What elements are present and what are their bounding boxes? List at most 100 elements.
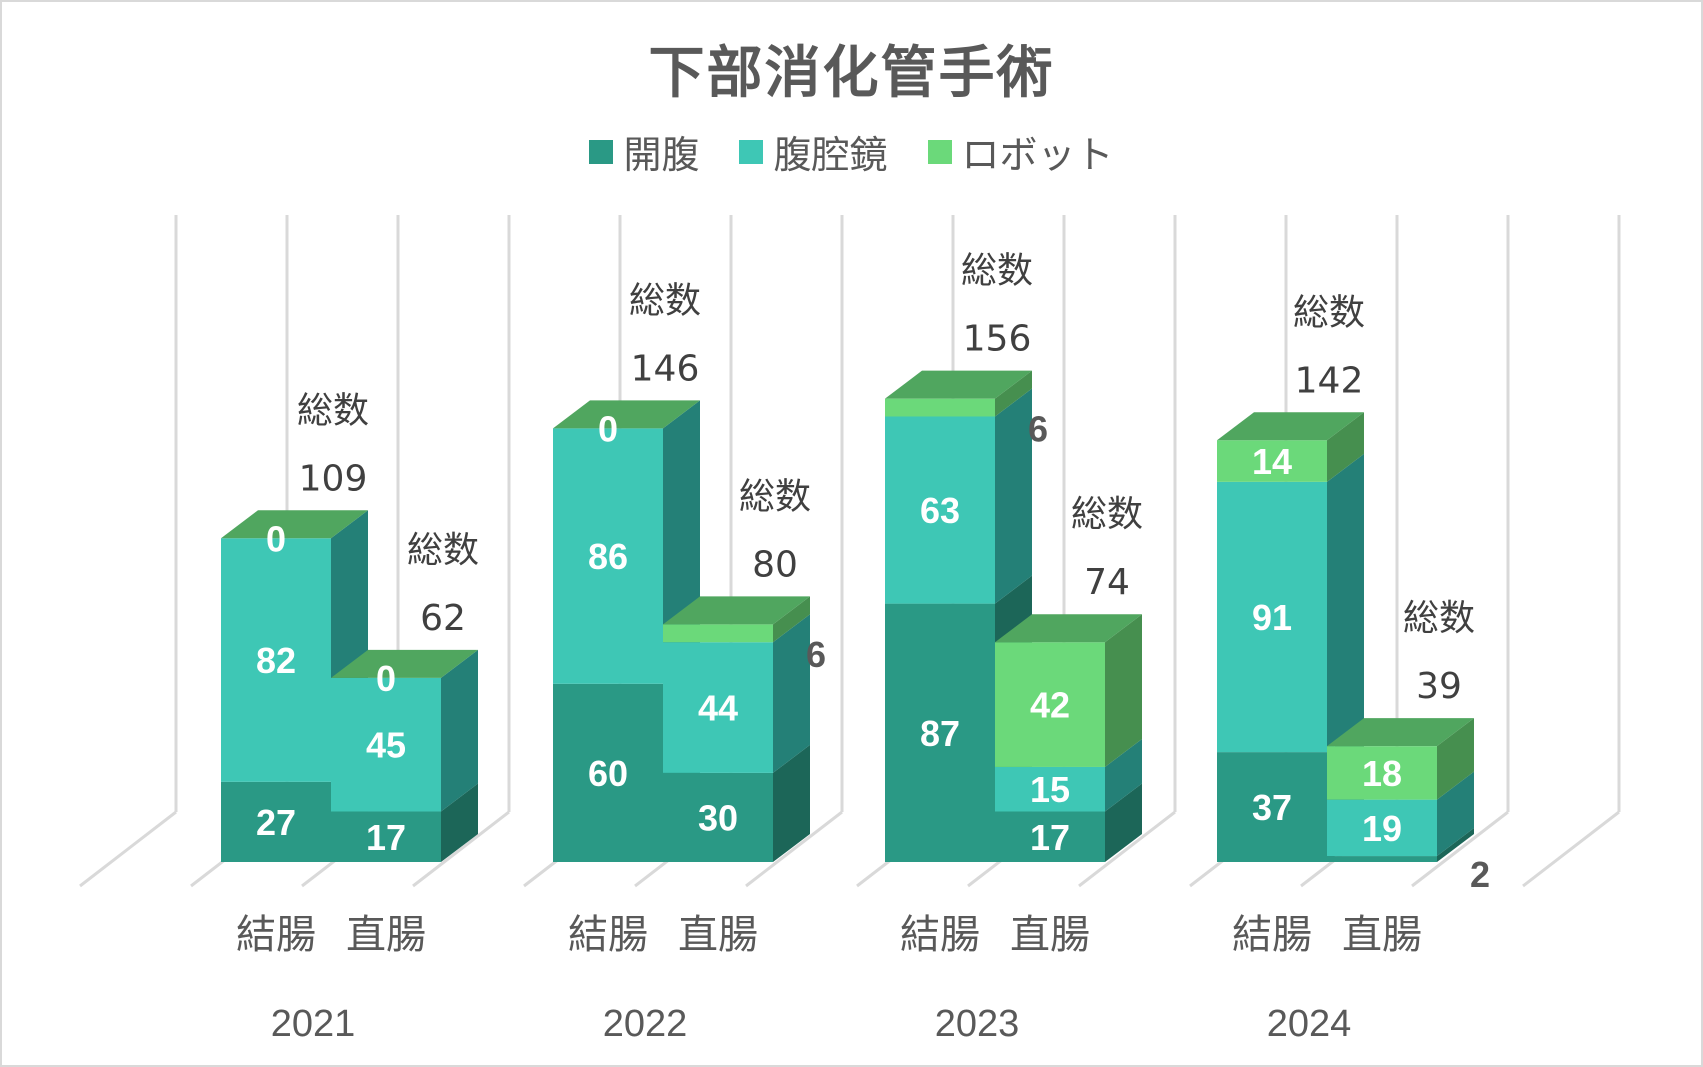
bar-2021-直腸: 17 45 0 総数 62 直腸 <box>331 530 479 958</box>
bar-segment-腹腔鏡 <box>885 416 995 604</box>
bar-segment-腹腔鏡 <box>553 428 663 684</box>
bar-top-face <box>995 614 1142 643</box>
bar-side-ロボット <box>773 596 810 643</box>
year-label: 2023 <box>935 1003 1020 1045</box>
legend-item-open[interactable]: 開腹 <box>589 124 699 179</box>
bar-segment-腹腔鏡 <box>663 642 773 773</box>
bar-top-face <box>1217 412 1364 441</box>
data-label-ロボット: 6 <box>1028 409 1048 450</box>
bar-side-開腹 <box>1437 828 1474 862</box>
data-label-ロボット: 14 <box>1252 441 1292 482</box>
bar-2023-結腸: 87 63 6 総数 156 結腸 <box>885 251 1048 958</box>
data-label-腹腔鏡: 15 <box>1030 769 1070 810</box>
bar-segment-開腹 <box>1217 752 1327 862</box>
category-label: 直腸 <box>1342 912 1422 958</box>
bar-segment-腹腔鏡 <box>1217 481 1327 753</box>
gridline-floor <box>79 810 177 888</box>
total-caption: 総数 <box>407 530 479 571</box>
category-label: 結腸 <box>900 912 980 958</box>
bar-segment-ロボット <box>1327 746 1437 800</box>
total-caption: 総数 <box>629 280 701 321</box>
year-group-2023: 87 63 6 総数 156 結腸 17 15 42 総数 74 直腸 2023 <box>885 251 1143 1045</box>
total-caption: 総数 <box>1071 494 1143 535</box>
bar-segment-ロボット <box>663 624 773 643</box>
total-caption: 総数 <box>961 251 1033 292</box>
year-group-2021: 27 82 0 総数 109 結腸 17 45 0 総数 62 直腸 2021 <box>221 390 479 1045</box>
bar-side-腹腔鏡 <box>1437 771 1474 857</box>
gridline-floor <box>1522 810 1620 888</box>
year-label: 2021 <box>271 1003 356 1045</box>
gridline-floor <box>1411 810 1509 888</box>
data-label-開腹: 87 <box>920 713 960 754</box>
bar-side-開腹 <box>441 783 478 862</box>
bar-side-腹腔鏡 <box>441 649 478 812</box>
bar-segment-腹腔鏡 <box>331 677 441 812</box>
bar-side-ロボット <box>1327 412 1364 482</box>
data-label-ロボット: 18 <box>1362 753 1402 794</box>
bar-segment-開腹 <box>331 811 441 862</box>
chart-title: 下部消化管手術 <box>648 41 1055 106</box>
data-label-腹腔鏡: 63 <box>920 490 960 531</box>
bar-segment-腹腔鏡 <box>1327 799 1437 857</box>
gridline-floor <box>1078 810 1176 888</box>
data-label-開腹: 60 <box>588 753 628 794</box>
bar-side-腹腔鏡 <box>995 388 1032 604</box>
data-label-開腹: 17 <box>366 817 406 858</box>
bar-side-ロボット <box>995 370 1032 417</box>
bar-side-開腹 <box>1105 783 1142 862</box>
data-label-開腹: 17 <box>1030 817 1070 858</box>
bar-side-ロボット <box>1437 718 1474 800</box>
total-value: 39 <box>1416 666 1462 707</box>
year-label: 2022 <box>603 1003 688 1045</box>
data-label-開腹: 27 <box>256 802 296 843</box>
data-label-ロボット: 42 <box>1030 685 1070 726</box>
legend-label-laparoscopic: 腹腔鏡 <box>773 133 888 177</box>
data-label-開腹: 2 <box>1470 854 1490 895</box>
total-caption: 総数 <box>1293 292 1365 333</box>
total-caption: 総数 <box>739 476 811 517</box>
bar-2024-結腸: 37 91 14 総数 142 結腸 <box>1217 292 1365 958</box>
legend-item-robot[interactable]: ロボット <box>927 124 1114 179</box>
data-label-ロボット: 0 <box>376 658 396 699</box>
legend-swatch-laparoscopic <box>739 139 764 164</box>
data-label-ロボット: 6 <box>806 634 826 675</box>
bar-side-開腹 <box>773 744 810 862</box>
bar-2024-直腸: 2 19 18 総数 39 直腸 <box>1327 598 1490 958</box>
bar-top-face <box>553 400 700 429</box>
total-caption: 総数 <box>297 390 369 431</box>
bar-top-face <box>663 596 810 625</box>
category-label: 直腸 <box>346 912 426 958</box>
bar-segment-ロボット <box>995 642 1105 767</box>
bar-segment-開腹 <box>553 683 663 862</box>
year-group-2022: 60 86 0 総数 146 結腸 30 44 6 総数 80 直腸 2022 <box>553 280 826 1045</box>
total-value: 80 <box>752 544 798 585</box>
data-label-ロボット: 0 <box>598 408 618 449</box>
gridline-floor <box>412 810 510 888</box>
category-label: 結腸 <box>568 912 648 958</box>
total-value: 74 <box>1084 562 1130 603</box>
bar-top-face <box>885 370 1032 399</box>
bar-2023-直腸: 17 15 42 総数 74 直腸 <box>995 494 1143 958</box>
bar-top-face <box>331 649 478 678</box>
category-label: 結腸 <box>1232 912 1312 958</box>
bar-segment-開腹 <box>221 781 331 862</box>
legend-swatch-open <box>589 139 614 164</box>
legend: 開腹 腹腔鏡 ロボット <box>0 124 1703 179</box>
data-label-腹腔鏡: 44 <box>698 688 738 729</box>
bar-top-face <box>221 510 368 539</box>
data-label-腹腔鏡: 91 <box>1252 597 1292 638</box>
category-label: 直腸 <box>678 912 758 958</box>
total-caption: 総数 <box>1403 598 1475 639</box>
data-label-腹腔鏡: 45 <box>366 725 406 766</box>
bar-segment-開腹 <box>1327 856 1437 862</box>
bar-segment-開腹 <box>663 772 773 862</box>
bar-side-腹腔鏡 <box>773 614 810 773</box>
bar-side-腹腔鏡 <box>1105 738 1142 812</box>
bar-segment-ロボット <box>885 398 995 417</box>
legend-item-laparoscopic[interactable]: 腹腔鏡 <box>739 124 888 179</box>
total-value: 146 <box>631 348 700 389</box>
data-label-腹腔鏡: 86 <box>588 536 628 577</box>
bar-top-face <box>1327 718 1474 747</box>
bar-segment-開腹 <box>885 603 995 862</box>
